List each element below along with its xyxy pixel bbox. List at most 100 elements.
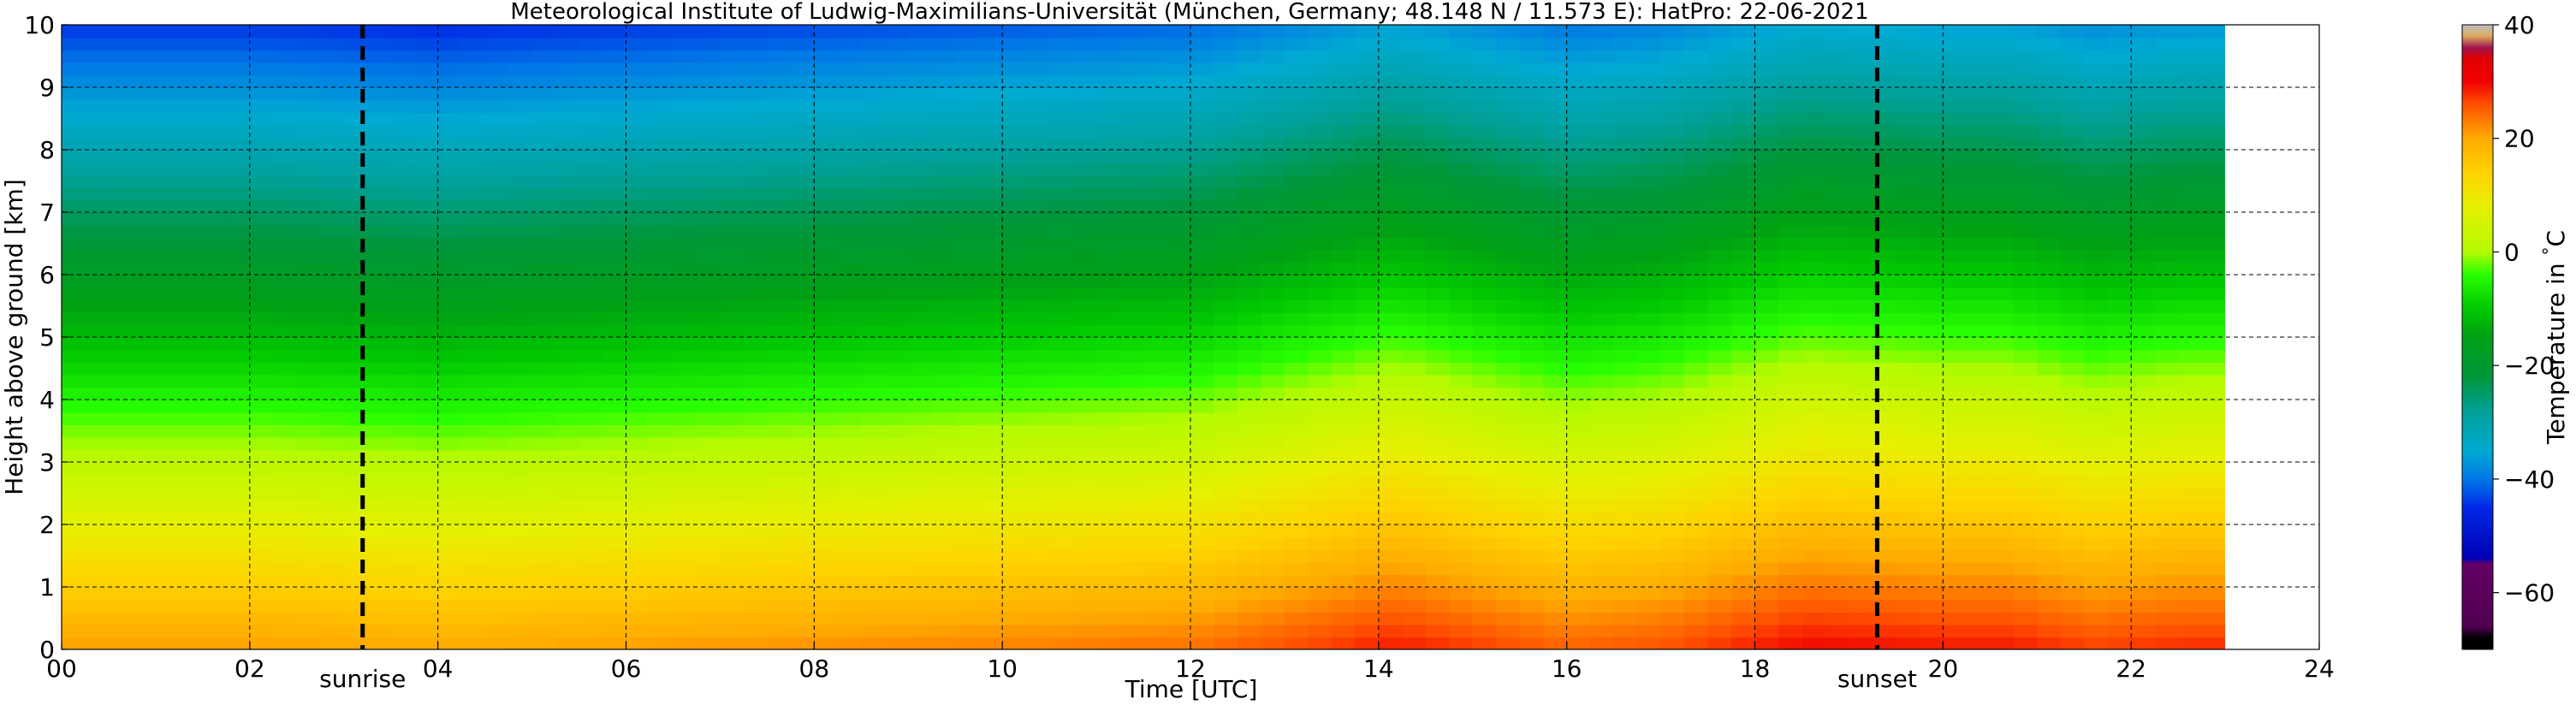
heatmap-cell <box>931 462 957 476</box>
heatmap-cell <box>2013 324 2039 338</box>
heatmap-cell <box>1566 587 1591 601</box>
heatmap-cell <box>414 287 439 300</box>
heatmap-cell <box>1378 249 1404 264</box>
heatmap-cell <box>179 287 204 300</box>
heatmap-cell <box>296 62 322 76</box>
heatmap-cell <box>1025 512 1050 525</box>
heatmap-cell <box>884 524 910 538</box>
heatmap-cell <box>2178 612 2203 625</box>
heatmap-cell <box>1707 311 1732 326</box>
heatmap-cell <box>155 150 181 163</box>
heatmap-cell <box>62 112 86 126</box>
heatmap-cell <box>955 561 980 576</box>
heatmap-cell <box>579 549 603 563</box>
heatmap-cell <box>579 324 603 338</box>
heatmap-cell <box>2037 37 2062 50</box>
heatmap-cell <box>649 324 674 338</box>
heatmap-cell <box>1284 299 1309 313</box>
heatmap-cell <box>2178 124 2203 139</box>
heatmap-cell <box>555 524 580 538</box>
heatmap-cell <box>649 187 674 201</box>
heatmap-cell <box>1261 262 1285 275</box>
heatmap-cell <box>1990 99 2015 113</box>
heatmap-cell <box>837 474 863 488</box>
heatmap-cell <box>1754 499 1779 513</box>
heatmap-cell <box>931 624 957 638</box>
heatmap-cell <box>673 474 697 488</box>
heatmap-cell <box>508 400 533 413</box>
heatmap-cell <box>1849 374 1873 388</box>
heatmap-cell <box>1684 275 1709 288</box>
heatmap-cell <box>1519 412 1544 425</box>
heatmap-cell <box>579 112 603 126</box>
heatmap-cell <box>1519 612 1544 625</box>
heatmap-cell <box>1214 349 1238 363</box>
heatmap-cell <box>1237 124 1262 139</box>
heatmap-cell <box>179 187 204 201</box>
heatmap-cell <box>1002 587 1027 601</box>
heatmap-cell <box>1355 474 1380 488</box>
heatmap-cell <box>1190 612 1215 625</box>
heatmap-cell <box>1143 187 1168 201</box>
heatmap-cell <box>108 74 134 88</box>
heatmap-cell <box>437 536 462 550</box>
heatmap-cell <box>978 124 1003 139</box>
heatmap-cell <box>414 436 439 451</box>
heatmap-cell <box>2201 124 2226 139</box>
heatmap-cell <box>1472 574 1498 588</box>
heatmap-cell <box>1025 199 1050 213</box>
heatmap-cell <box>1331 275 1356 288</box>
heatmap-cell <box>2178 474 2203 488</box>
heatmap-cell <box>1543 62 1568 76</box>
heatmap-cell <box>1896 187 1920 201</box>
heatmap-cell <box>320 599 345 613</box>
heatmap-cell <box>1919 474 1944 488</box>
heatmap-cell <box>1566 512 1591 525</box>
heatmap-cell <box>1778 462 1803 476</box>
heatmap-cell <box>179 487 204 501</box>
heatmap-cell <box>1190 224 1215 238</box>
heatmap-cell <box>2131 299 2156 313</box>
heatmap-cell <box>1990 499 2015 513</box>
heatmap-cell <box>1025 524 1050 538</box>
heatmap-cell <box>1049 512 1074 525</box>
heatmap-cell <box>1166 536 1191 550</box>
heatmap-cell <box>179 237 204 251</box>
heatmap-cell <box>179 349 204 363</box>
heatmap-cell <box>1308 275 1333 288</box>
heatmap-cell <box>2131 224 2156 238</box>
heatmap-cell <box>696 512 721 525</box>
heatmap-cell <box>1190 449 1215 463</box>
heatmap-cell <box>1402 612 1427 625</box>
heatmap-cell <box>884 99 910 113</box>
heatmap-cell <box>1849 449 1873 463</box>
heatmap-cell <box>1025 187 1050 201</box>
heatmap-cell <box>696 249 721 264</box>
heatmap-cell <box>1896 436 1920 451</box>
heatmap-cell <box>414 224 439 238</box>
heatmap-cell <box>1449 424 1474 438</box>
heatmap-cell <box>273 150 298 163</box>
heatmap-cell <box>720 474 745 488</box>
heatmap-cell <box>1731 499 1756 513</box>
heatmap-cell <box>955 387 980 400</box>
heatmap-cell <box>2060 374 2086 388</box>
heatmap-cell <box>2084 536 2109 550</box>
heatmap-cell <box>179 549 204 563</box>
heatmap-cell <box>1472 199 1498 213</box>
heatmap-cell <box>1637 449 1662 463</box>
heatmap-cell <box>1966 162 1991 175</box>
heatmap-cell <box>1731 50 1756 63</box>
heatmap-cell <box>1637 624 1662 638</box>
heatmap-cell <box>1778 449 1803 463</box>
heatmap-cell <box>1731 637 1756 649</box>
heatmap-cell <box>1496 50 1521 63</box>
heatmap-cell <box>1119 412 1144 425</box>
heatmap-cell <box>1684 374 1709 388</box>
heatmap-cell <box>1566 412 1591 425</box>
heatmap-cell <box>1519 124 1544 139</box>
heatmap-cell <box>2201 299 2226 313</box>
heatmap-cell <box>1425 87 1451 101</box>
heatmap-cell <box>1049 87 1074 101</box>
heatmap-cell <box>696 624 721 638</box>
